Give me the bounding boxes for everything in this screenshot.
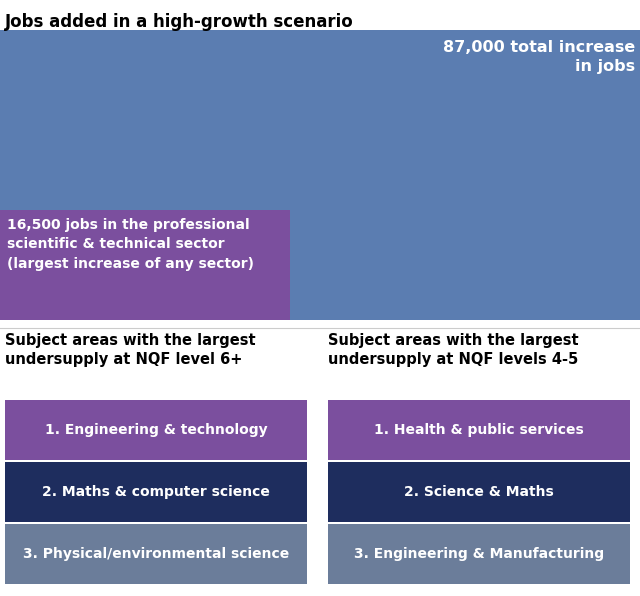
Bar	[328, 462, 630, 522]
Text: Jobs added in a high-growth scenario: Jobs added in a high-growth scenario	[5, 13, 354, 31]
Text: 2. Science & Maths: 2. Science & Maths	[404, 485, 554, 499]
Text: 87,000 total increase
in jobs: 87,000 total increase in jobs	[443, 40, 635, 73]
Text: Subject areas with the largest
undersupply at NQF levels 4-5: Subject areas with the largest undersupp…	[328, 333, 579, 367]
Bar	[5, 400, 307, 460]
Bar	[0, 210, 290, 320]
Bar	[5, 462, 307, 522]
Text: 1. Engineering & technology: 1. Engineering & technology	[45, 423, 268, 437]
Bar	[328, 524, 630, 584]
Text: 3. Engineering & Manufacturing: 3. Engineering & Manufacturing	[354, 547, 604, 561]
Bar	[328, 400, 630, 460]
Text: 1. Health & public services: 1. Health & public services	[374, 423, 584, 437]
Text: 16,500 jobs in the professional
scientific & technical sector
(largest increase : 16,500 jobs in the professional scientif…	[7, 218, 254, 271]
Text: 2. Maths & computer science: 2. Maths & computer science	[42, 485, 270, 499]
Bar	[0, 30, 640, 320]
Bar	[5, 524, 307, 584]
Text: 3. Physical/environmental science: 3. Physical/environmental science	[23, 547, 289, 561]
Text: Subject areas with the largest
undersupply at NQF level 6+: Subject areas with the largest undersupp…	[5, 333, 255, 367]
